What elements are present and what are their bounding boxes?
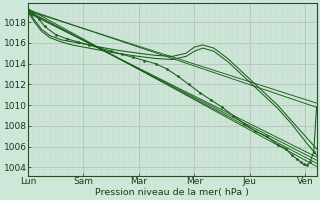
X-axis label: Pression niveau de la mer( hPa ): Pression niveau de la mer( hPa ) — [95, 188, 249, 197]
